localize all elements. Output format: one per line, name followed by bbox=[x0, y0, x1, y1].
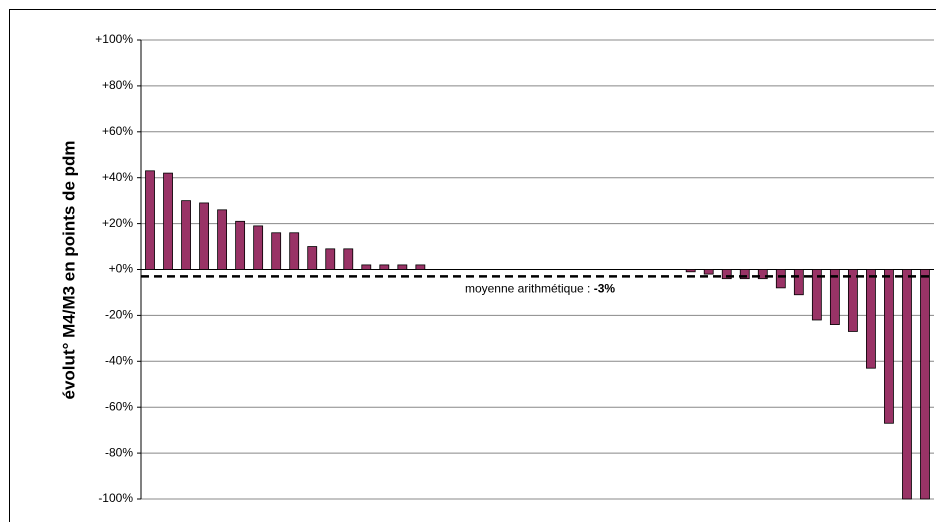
bar bbox=[145, 170, 155, 270]
bar bbox=[217, 209, 228, 270]
bar bbox=[181, 200, 191, 270]
bar bbox=[325, 248, 336, 270]
y-tick-label: -100% bbox=[98, 491, 133, 505]
bar bbox=[703, 269, 714, 275]
bar bbox=[379, 264, 390, 270]
bar bbox=[343, 248, 354, 270]
bar bbox=[739, 269, 750, 280]
bar bbox=[884, 269, 894, 424]
y-tick-label: -20% bbox=[105, 308, 133, 322]
mean-label-value: -3% bbox=[594, 282, 616, 296]
y-tick-label: -40% bbox=[105, 353, 133, 367]
bar bbox=[397, 264, 408, 270]
bar bbox=[866, 269, 876, 369]
bar bbox=[163, 172, 173, 270]
bar bbox=[199, 202, 209, 270]
bar bbox=[829, 269, 840, 325]
y-tick-label: +0% bbox=[109, 262, 134, 276]
y-tick-label: +60% bbox=[102, 124, 133, 138]
bar bbox=[775, 269, 786, 289]
bar bbox=[235, 220, 246, 270]
bar bbox=[793, 269, 804, 296]
bar bbox=[415, 264, 426, 270]
bar bbox=[307, 246, 318, 270]
bar bbox=[685, 269, 696, 273]
y-tick-label: +20% bbox=[102, 216, 133, 230]
bar bbox=[361, 264, 372, 270]
bar bbox=[289, 232, 300, 270]
bar bbox=[811, 269, 822, 321]
mean-label: moyenne arithmétique : -3% bbox=[465, 282, 615, 296]
bar bbox=[757, 269, 768, 280]
chart-frame bbox=[9, 9, 936, 522]
y-tick-label: +100% bbox=[95, 32, 133, 46]
bar bbox=[902, 269, 912, 500]
y-tick-label: +80% bbox=[102, 78, 133, 92]
y-axis-title: évolut° M4/M3 en points de pdm bbox=[59, 141, 78, 400]
y-tick-label: -80% bbox=[105, 445, 133, 459]
mean-label-prefix: moyenne arithmétique : bbox=[465, 282, 594, 296]
y-tick-label: +40% bbox=[102, 170, 133, 184]
bar bbox=[253, 225, 264, 270]
bar bbox=[271, 232, 282, 270]
bar bbox=[920, 269, 930, 500]
bar bbox=[721, 269, 732, 280]
bar bbox=[847, 269, 858, 332]
y-tick-label: -60% bbox=[105, 399, 133, 413]
